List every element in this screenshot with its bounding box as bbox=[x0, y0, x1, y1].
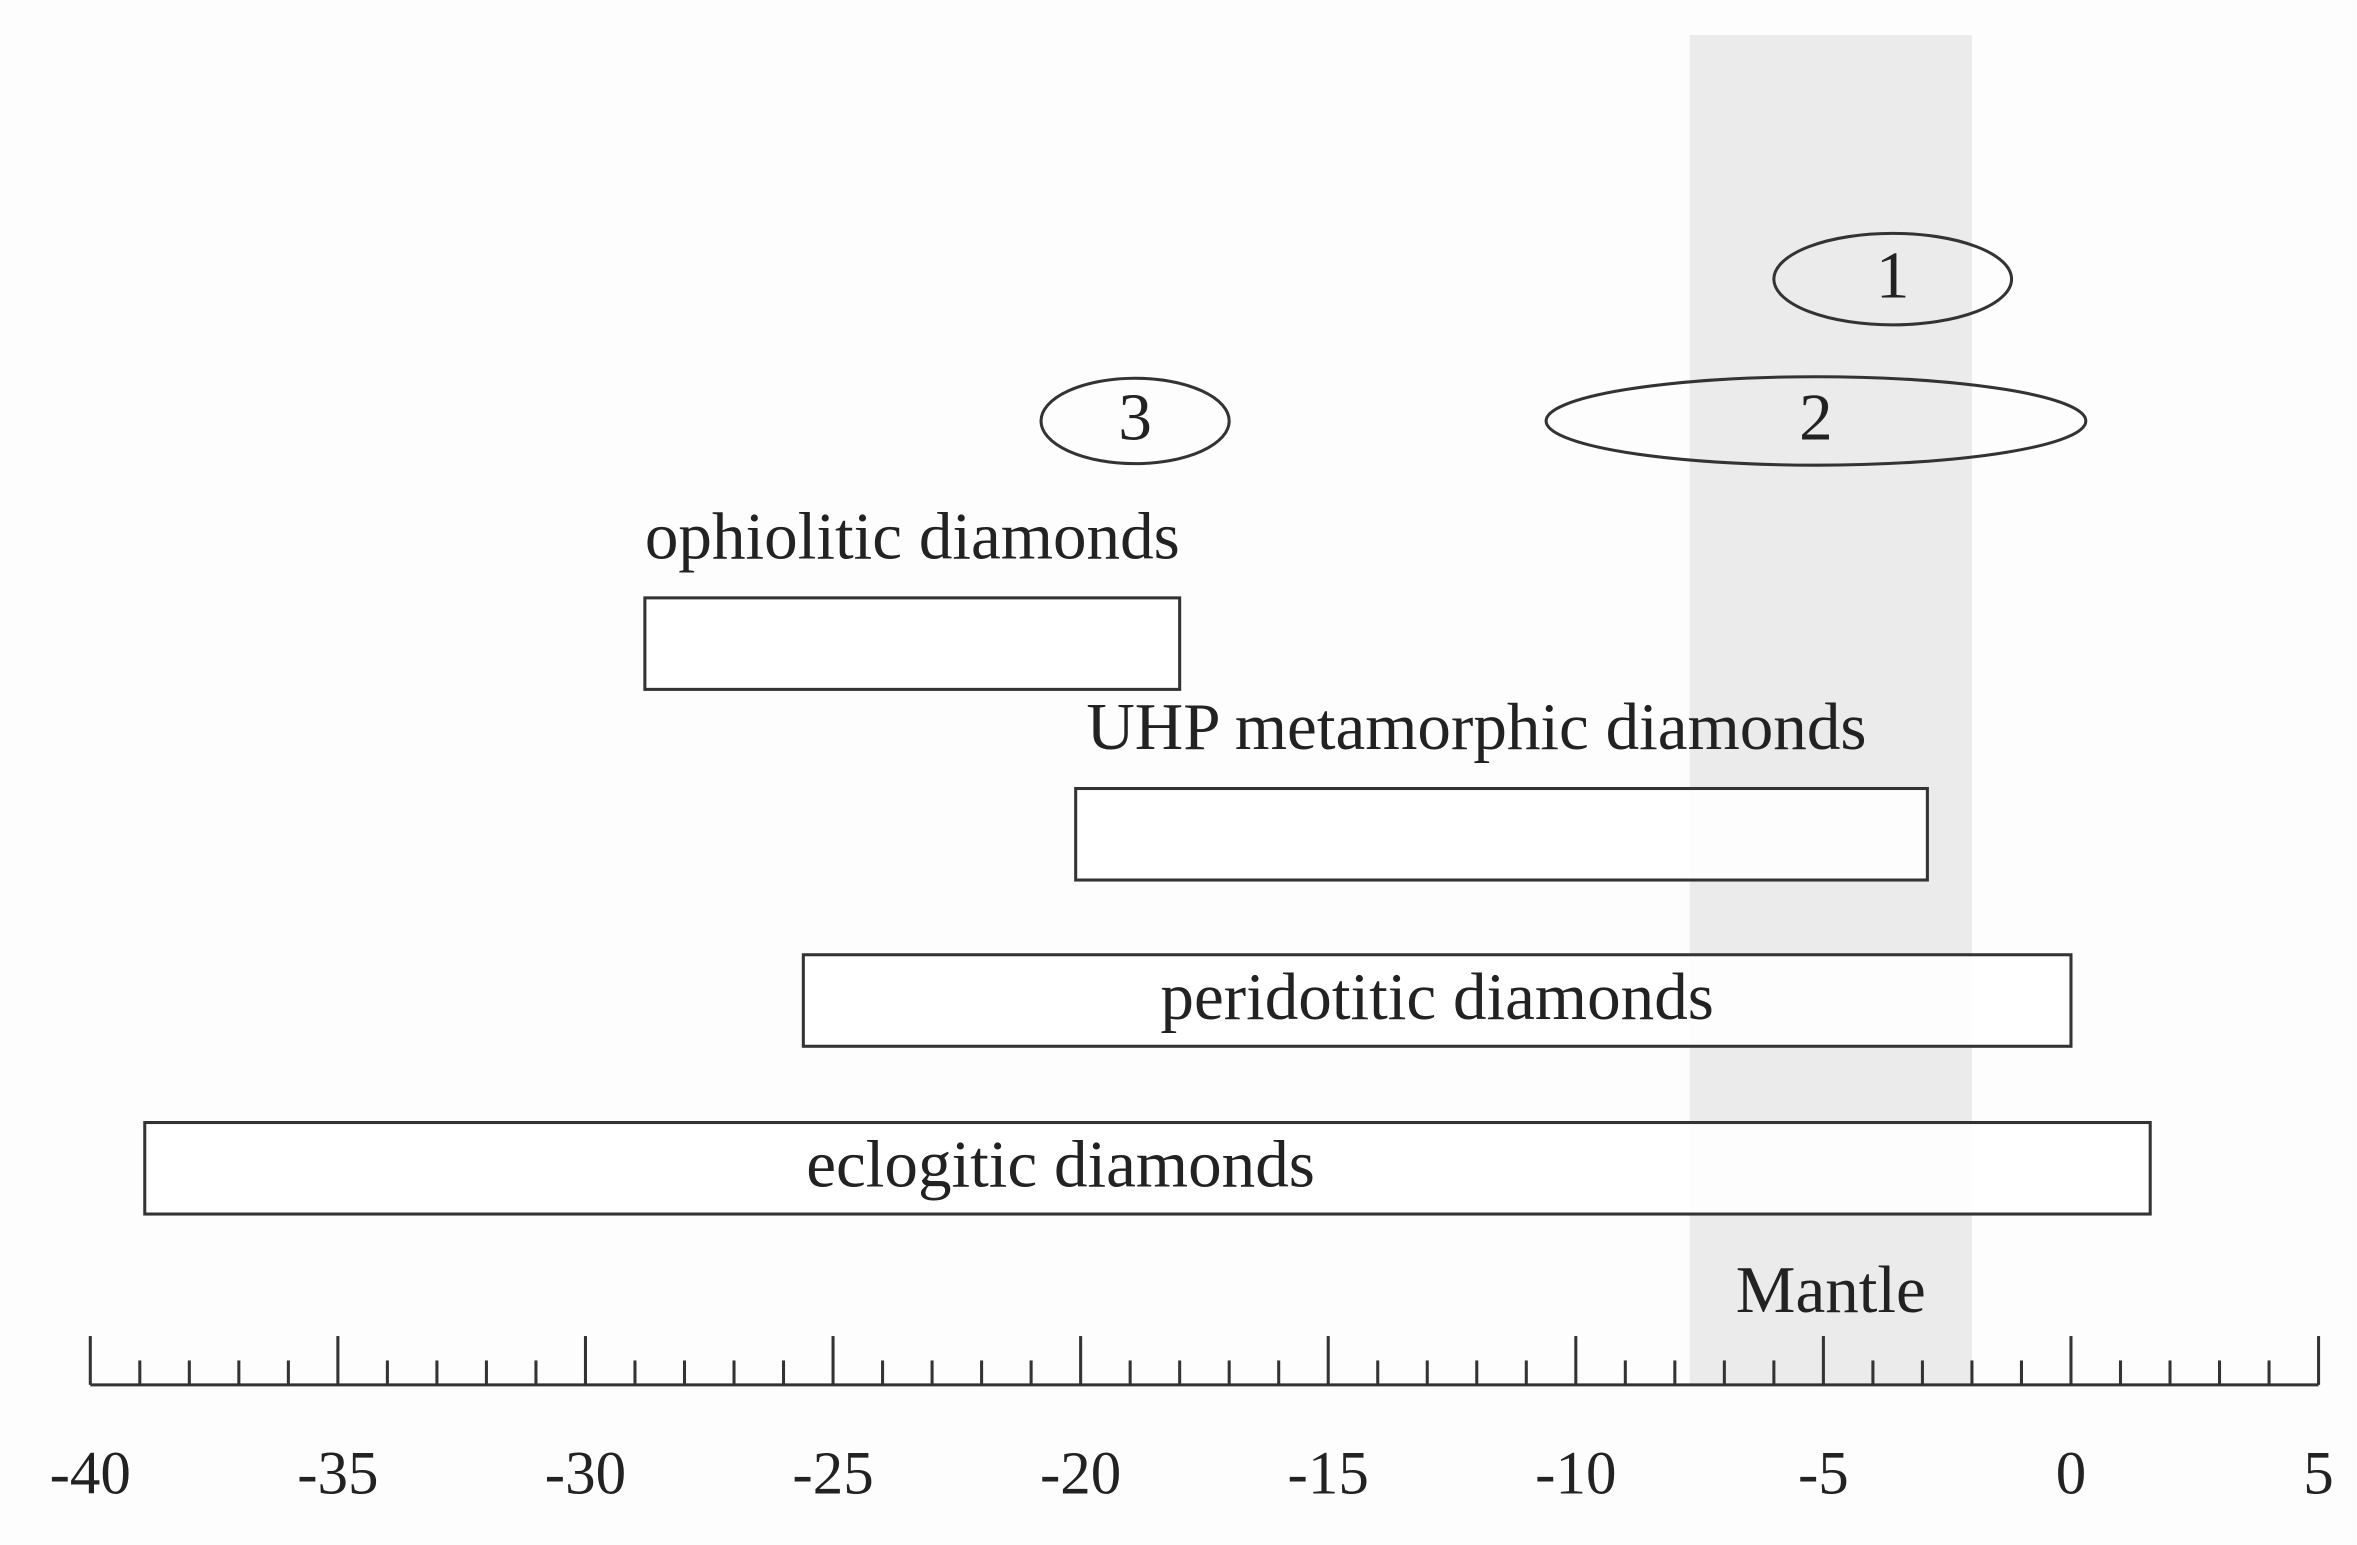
range-box bbox=[143, 1121, 2152, 1216]
x-tick-label: 0 bbox=[2056, 1440, 2086, 1507]
range-label: ophiolitic diamonds bbox=[645, 498, 1180, 573]
x-tick-label: -40 bbox=[50, 1440, 131, 1507]
x-tick-label: -15 bbox=[1288, 1440, 1369, 1507]
range-label: 2 bbox=[1799, 379, 1833, 454]
range-label: UHP metamorphic diamonds bbox=[1086, 689, 1866, 764]
x-tick-label: -5 bbox=[1798, 1440, 1849, 1507]
x-tick-label: -30 bbox=[545, 1440, 626, 1507]
range-label: peridotitic diamonds bbox=[1160, 959, 1713, 1034]
x-tick-label: -10 bbox=[1535, 1440, 1616, 1507]
band-label: Mantle bbox=[1736, 1252, 1926, 1327]
range-ellipse bbox=[1039, 376, 1231, 466]
x-tick-label: -20 bbox=[1040, 1440, 1121, 1507]
range-box bbox=[801, 953, 2073, 1048]
range-label: eclogitic diamonds bbox=[806, 1127, 1315, 1202]
range-box bbox=[643, 596, 1182, 691]
x-tick-label: -35 bbox=[297, 1440, 378, 1507]
range-ellipse bbox=[1772, 231, 2014, 327]
x-tick-label: -25 bbox=[792, 1440, 873, 1507]
range-label: 3 bbox=[1118, 379, 1152, 454]
range-ellipse bbox=[1544, 375, 2088, 467]
range-label: 1 bbox=[1876, 238, 1910, 313]
range-box bbox=[1074, 786, 1929, 882]
x-tick-label: 5 bbox=[2303, 1440, 2333, 1507]
